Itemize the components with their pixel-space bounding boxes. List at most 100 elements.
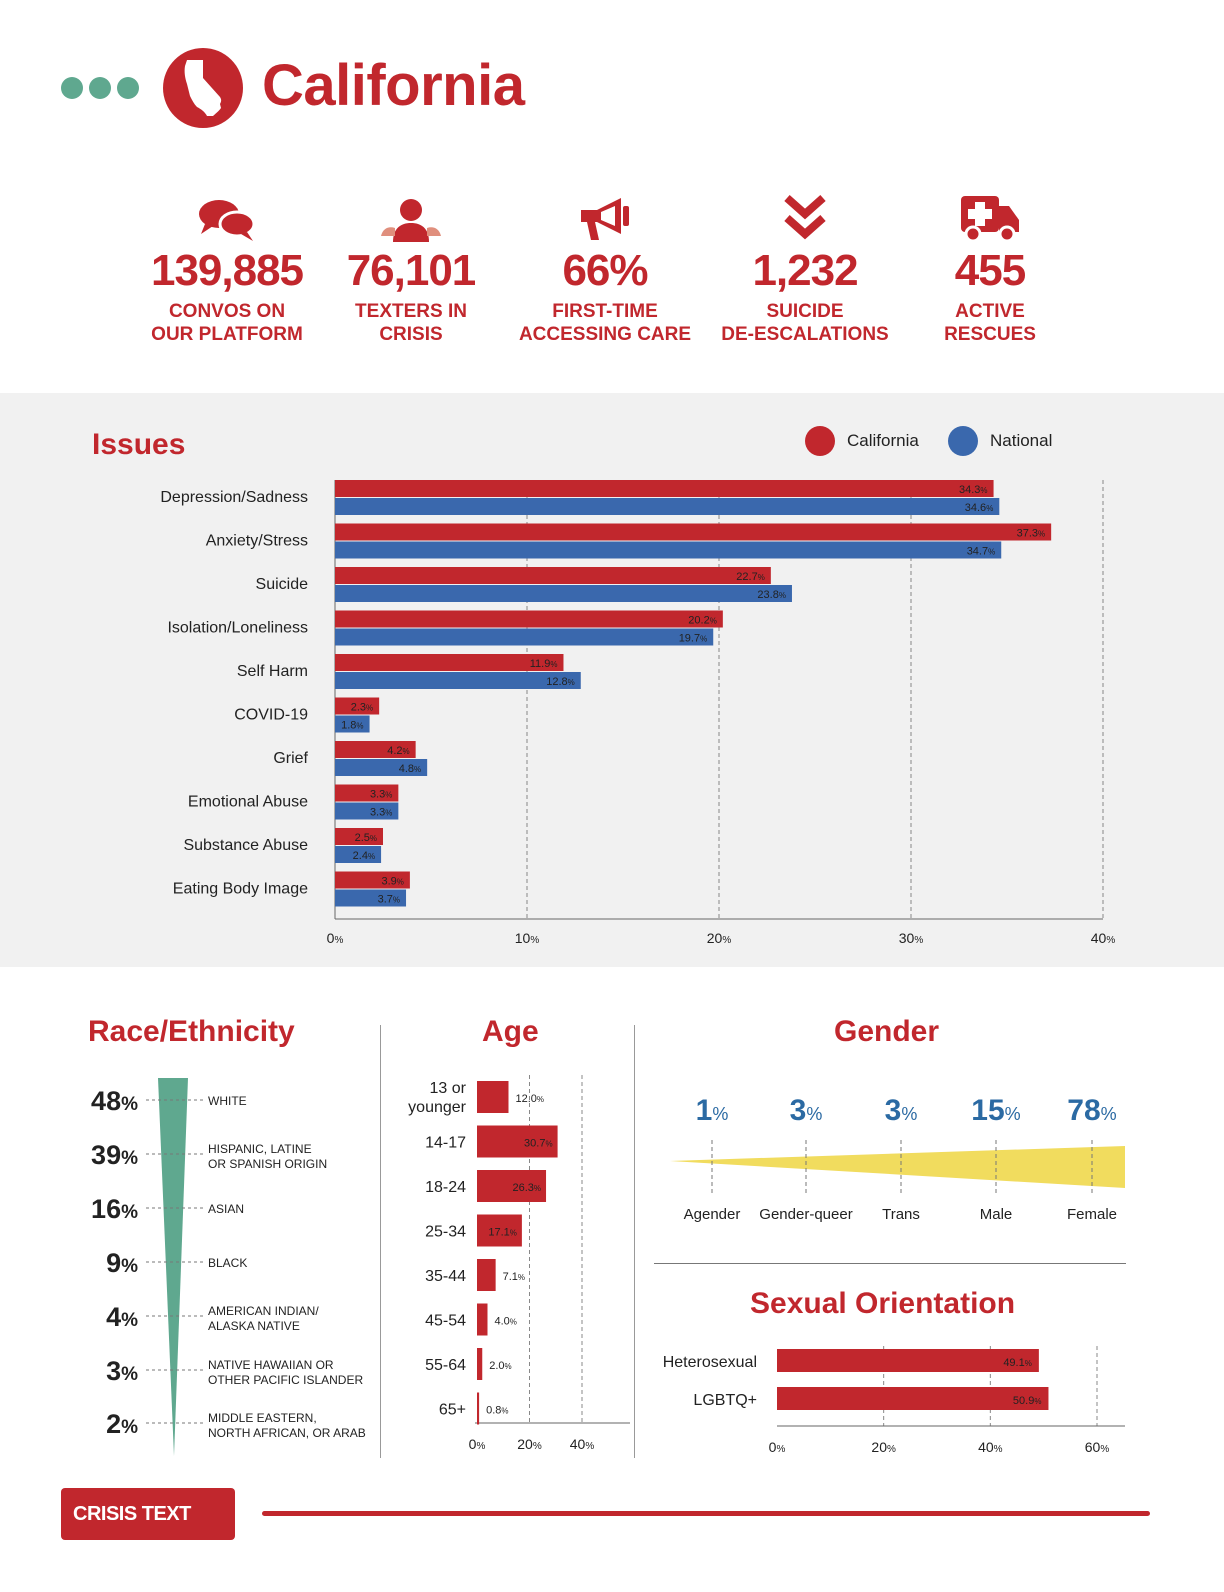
age-label: younger [408,1099,466,1116]
stat-first-time: 66% FIRST-TIME ACCESSING CARE [505,190,705,346]
category-label: Emotional Abuse [188,794,308,811]
bar-california [335,871,410,889]
orientation-label: Heterosexual [663,1354,757,1371]
divider [634,1025,635,1458]
gender-label: Gender-queer [759,1206,853,1223]
decor-dot [61,77,83,99]
bar-national [335,889,407,907]
stat-rescues: 455 ACTIVE RESCUES [890,190,1090,346]
gender-wedge-shape [670,1146,1125,1188]
bar-california [335,741,416,758]
race-label: MIDDLE EASTERN, [208,1411,317,1425]
race-label: ALASKA NATIVE [208,1319,300,1333]
age-label: 35-44 [425,1268,466,1285]
category-label: Isolation/Loneliness [167,620,308,637]
ambulance-icon [890,190,1090,244]
bar-national [335,498,1000,515]
race-label: BLACK [208,1256,247,1270]
stat-label: ACTIVE RESCUES [944,301,1036,345]
age-bar [477,1170,547,1202]
x-tick-label: 20% [871,1439,896,1455]
category-label: Substance Abuse [183,837,308,854]
divider [654,1263,1126,1264]
data-label: 2.3% [351,702,373,714]
stat-value: 76,101 [346,246,477,295]
age-title: Age [482,1015,539,1048]
bar-california [335,480,994,497]
gender-label: Trans [882,1206,920,1223]
data-label: 3.9% [381,876,403,888]
data-label: 4.0% [495,1316,517,1328]
bar-national [335,672,581,689]
divider [380,1025,381,1458]
stat-de-escalations: 1,232 SUICIDE DE-ESCALATIONS [705,190,905,346]
stat-label: SUICIDE DE-ESCALATIONS [721,301,889,345]
age-bar [477,1259,496,1291]
race-label: WHITE [208,1094,247,1108]
gender-label: Agender [683,1206,741,1223]
x-tick-label: 40% [1091,930,1116,946]
data-label: 30.7% [524,1138,553,1150]
stat-value: 66% [562,246,648,295]
race-value: 48% [91,1086,138,1116]
age-label: 13 or [430,1080,467,1097]
gender-value: 15% [971,1094,1021,1127]
orientation-bar [777,1349,1039,1372]
bar-national [335,628,714,646]
issues-title: Issues [92,428,186,461]
double-chevron-down-icon [705,190,905,244]
bar-california [335,784,399,802]
issues-chart: 0% 10% 20% 30% 40% Depression/Sadness 34.3% 34.… [160,480,1116,946]
footer-rule [262,1511,1150,1516]
gender-value: 1% [695,1094,729,1127]
data-label: 7.1% [503,1271,525,1283]
legend-swatch [805,426,835,456]
person-icon [311,190,511,244]
age-bar [477,1303,488,1336]
category-label: Anxiety/Stress [206,533,308,550]
race-value: 39% [91,1140,138,1170]
stat-label: TEXTERS IN CRISIS [355,301,467,345]
category-label: Depression/Sadness [160,489,308,506]
data-label: 0.8% [486,1405,508,1417]
data-label: 1.8% [341,720,363,732]
decor-dot [117,77,139,99]
gender-label: Male [979,1206,1013,1223]
age-label: 55-64 [425,1357,466,1374]
x-tick-label: 30% [899,930,924,946]
race-label: HISPANIC, LATINE [208,1142,312,1156]
x-tick-label: 40% [978,1439,1003,1455]
race-label: AMERICAN INDIAN/ [208,1304,319,1318]
x-tick-label: 60% [1085,1439,1110,1455]
bar-national [335,585,792,602]
stat-value: 1,232 [752,246,858,295]
bar-california [335,567,771,584]
age-bar [477,1125,558,1158]
bar-california [335,828,383,845]
data-label: 4.2% [387,745,409,757]
age-bar [477,1392,480,1425]
data-label: 26.3% [512,1182,541,1194]
decor-dot [89,77,111,99]
megaphone-icon [505,190,705,244]
gender-label: Female [1066,1206,1118,1223]
gender-value: 3% [789,1094,823,1127]
x-tick-label: 20% [517,1436,542,1452]
data-label: 19.7% [679,633,708,645]
bar-california [335,523,1052,541]
legend-california: California [805,426,919,456]
bar-national [335,802,399,820]
data-label: 17.1% [488,1227,517,1239]
stat-value: 455 [954,246,1026,295]
data-label: 37.3% [1017,528,1046,540]
age-bar [477,1081,509,1113]
x-tick-label: 0% [327,930,344,946]
stat-label: FIRST-TIME ACCESSING CARE [518,301,692,345]
race-value: 3% [106,1356,138,1386]
race-label: OTHER PACIFIC ISLANDER [208,1373,363,1387]
x-tick-label: 10% [515,930,540,946]
brand-logo: CRISIS TEXT LINE | [61,1488,235,1577]
orientation-label: LGBTQ+ [693,1392,757,1409]
stat-texters: 76,101 TEXTERS IN CRISIS [311,190,511,346]
